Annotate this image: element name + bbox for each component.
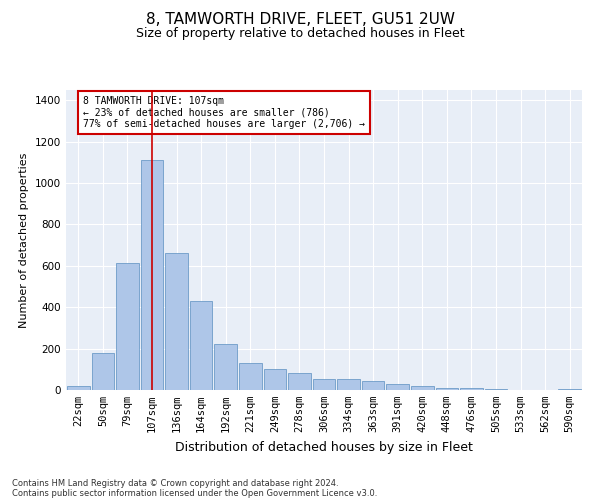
Bar <box>116 263 139 390</box>
Text: Contains public sector information licensed under the Open Government Licence v3: Contains public sector information licen… <box>12 488 377 498</box>
Bar <box>337 378 360 390</box>
Bar <box>67 386 89 390</box>
Bar <box>165 254 188 390</box>
Bar <box>214 344 237 390</box>
Text: Size of property relative to detached houses in Fleet: Size of property relative to detached ho… <box>136 28 464 40</box>
Bar <box>559 389 581 390</box>
Text: Contains HM Land Registry data © Crown copyright and database right 2024.: Contains HM Land Registry data © Crown c… <box>12 478 338 488</box>
Bar <box>92 353 114 390</box>
Bar <box>411 386 434 390</box>
Bar <box>362 380 385 390</box>
Bar <box>140 160 163 390</box>
Bar <box>313 378 335 390</box>
Bar <box>386 384 409 390</box>
Bar <box>460 388 483 390</box>
Bar <box>239 363 262 390</box>
Bar <box>263 370 286 390</box>
Bar <box>288 374 311 390</box>
Bar <box>485 389 508 390</box>
X-axis label: Distribution of detached houses by size in Fleet: Distribution of detached houses by size … <box>175 440 473 454</box>
Y-axis label: Number of detached properties: Number of detached properties <box>19 152 29 328</box>
Text: 8 TAMWORTH DRIVE: 107sqm
← 23% of detached houses are smaller (786)
77% of semi-: 8 TAMWORTH DRIVE: 107sqm ← 23% of detach… <box>83 96 365 130</box>
Bar <box>436 388 458 390</box>
Bar <box>190 301 212 390</box>
Text: 8, TAMWORTH DRIVE, FLEET, GU51 2UW: 8, TAMWORTH DRIVE, FLEET, GU51 2UW <box>146 12 455 28</box>
